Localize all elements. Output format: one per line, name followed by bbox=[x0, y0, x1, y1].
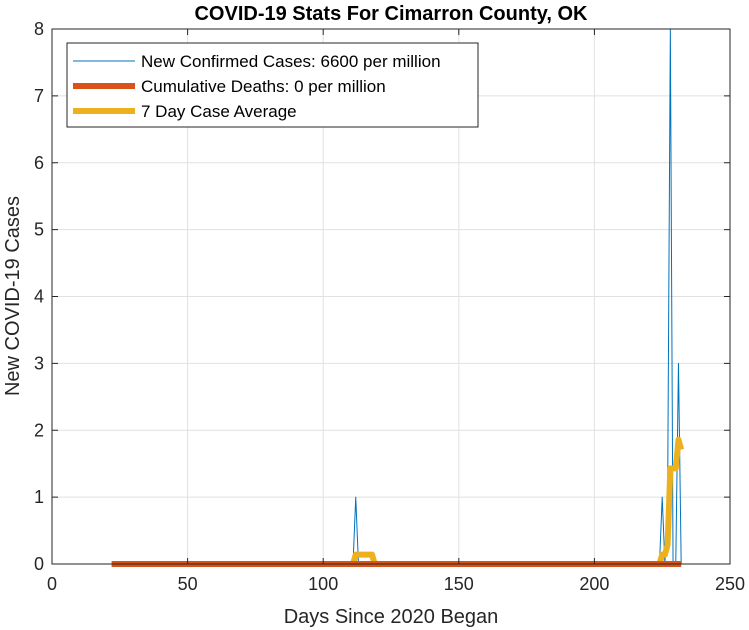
x-tick-label: 200 bbox=[579, 574, 609, 594]
legend-label-average: 7 Day Case Average bbox=[141, 102, 297, 121]
y-tick-label: 1 bbox=[34, 487, 44, 507]
x-tick-label: 250 bbox=[715, 574, 745, 594]
x-tick-label: 100 bbox=[308, 574, 338, 594]
legend-label-new-cases: New Confirmed Cases: 6600 per million bbox=[141, 52, 441, 71]
y-tick-label: 0 bbox=[34, 554, 44, 574]
y-tick-label: 6 bbox=[34, 153, 44, 173]
y-tick-label: 5 bbox=[34, 220, 44, 240]
tick-marks bbox=[51, 28, 731, 565]
x-tick-label: 150 bbox=[444, 574, 474, 594]
x-tick-label: 50 bbox=[178, 574, 198, 594]
y-tick-label: 4 bbox=[34, 287, 44, 307]
y-axis-label: New COVID-19 Cases bbox=[2, 196, 24, 396]
chart-title: COVID-19 Stats For Cimarron County, OK bbox=[194, 3, 588, 25]
tick-labels: 0 50 100 150 200 250 0 1 2 3 4 5 6 7 8 bbox=[34, 19, 745, 594]
x-axis-label: Days Since 2020 Began bbox=[284, 606, 499, 628]
y-tick-label: 8 bbox=[34, 19, 44, 39]
y-tick-label: 2 bbox=[34, 420, 44, 440]
series-line-seven-day-average bbox=[111, 436, 685, 567]
legend-label-deaths: Cumulative Deaths: 0 per million bbox=[141, 77, 386, 96]
y-tick-label: 3 bbox=[34, 353, 44, 373]
x-tick-label: 0 bbox=[47, 574, 57, 594]
legend-box bbox=[66, 42, 479, 128]
legend: New Confirmed Cases: 6600 per million Cu… bbox=[66, 42, 479, 128]
y-tick-label: 7 bbox=[34, 86, 44, 106]
